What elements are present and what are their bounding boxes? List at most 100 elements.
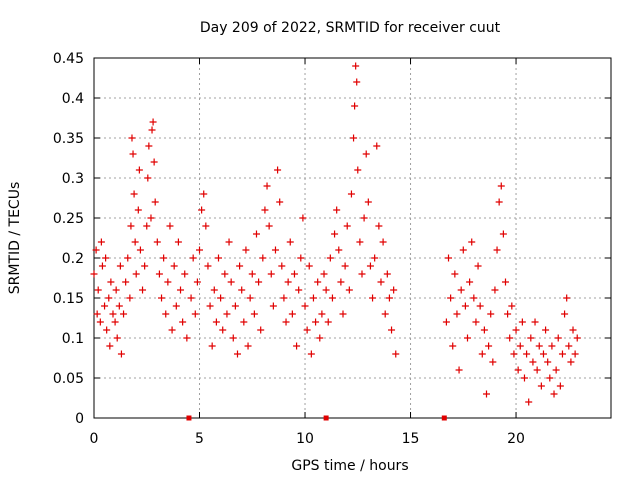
- data-point: [246, 294, 254, 302]
- data-point: [202, 222, 210, 230]
- data-point: [164, 278, 172, 286]
- data-point: [297, 254, 305, 262]
- data-point: [356, 238, 364, 246]
- data-point: [358, 270, 366, 278]
- data-point: [204, 262, 212, 270]
- data-point: [170, 262, 178, 270]
- data-point: [354, 166, 362, 174]
- data-point: [276, 198, 284, 206]
- chart-title: Day 209 of 2022, SRMTID for receiver cuu…: [200, 20, 501, 36]
- data-point: [476, 302, 484, 310]
- data-point: [101, 302, 109, 310]
- data-point: [351, 102, 359, 110]
- data-point: [179, 318, 187, 326]
- data-point: [90, 270, 98, 278]
- data-point: [388, 326, 396, 334]
- data-point: [115, 302, 123, 310]
- y-axis-label: SRMTID / TECUs: [7, 182, 23, 295]
- data-point: [470, 294, 478, 302]
- data-point: [274, 166, 282, 174]
- data-point: [113, 334, 121, 342]
- data-point: [383, 270, 391, 278]
- data-point: [94, 286, 102, 294]
- data-point: [360, 214, 368, 222]
- data-point: [129, 150, 137, 158]
- y-tick-label: 0.45: [53, 51, 84, 67]
- data-point: [373, 142, 381, 150]
- data-point: [518, 318, 526, 326]
- data-point: [499, 230, 507, 238]
- data-point: [514, 366, 522, 374]
- data-point: [131, 238, 139, 246]
- data-point: [284, 278, 292, 286]
- data-point: [461, 302, 469, 310]
- y-tick-label: 0.1: [62, 331, 84, 347]
- data-point: [227, 278, 235, 286]
- data-point: [533, 366, 541, 374]
- y-tick-label: 0.35: [53, 131, 84, 147]
- data-point: [126, 294, 134, 302]
- data-point: [535, 342, 543, 350]
- data-point: [303, 326, 311, 334]
- zero-marker: [186, 415, 192, 421]
- data-point: [290, 270, 298, 278]
- x-tick-label: 5: [195, 431, 204, 447]
- data-point: [478, 350, 486, 358]
- data-point: [280, 294, 288, 302]
- data-point: [191, 310, 199, 318]
- data-point: [347, 190, 355, 198]
- data-point: [453, 310, 461, 318]
- data-point: [510, 350, 518, 358]
- data-point: [353, 78, 361, 86]
- data-point: [278, 262, 286, 270]
- data-point: [271, 246, 279, 254]
- data-point: [269, 302, 277, 310]
- data-point: [550, 390, 558, 398]
- data-point: [111, 318, 119, 326]
- zero-marker: [441, 415, 447, 421]
- data-point: [331, 230, 339, 238]
- data-point: [106, 342, 114, 350]
- data-point: [565, 342, 573, 350]
- data-point: [263, 182, 271, 190]
- data-point: [147, 214, 155, 222]
- data-point: [132, 270, 140, 278]
- data-point: [219, 326, 227, 334]
- data-point: [240, 318, 248, 326]
- data-point: [442, 318, 450, 326]
- data-point: [136, 246, 144, 254]
- data-point: [288, 310, 296, 318]
- data-point: [350, 134, 358, 142]
- data-point: [177, 286, 185, 294]
- data-point: [141, 262, 149, 270]
- data-point: [379, 238, 387, 246]
- x-tick-label: 0: [90, 431, 99, 447]
- data-point: [512, 326, 520, 334]
- data-point: [501, 278, 509, 286]
- data-point: [390, 286, 398, 294]
- data-point: [215, 254, 223, 262]
- data-point: [233, 350, 241, 358]
- data-point: [567, 358, 575, 366]
- data-point: [255, 278, 263, 286]
- data-point: [544, 358, 552, 366]
- data-point: [525, 398, 533, 406]
- data-point: [337, 278, 345, 286]
- y-tick-label: 0.3: [62, 171, 84, 187]
- data-point: [539, 350, 547, 358]
- data-point: [371, 254, 379, 262]
- data-point: [345, 286, 353, 294]
- data-point: [98, 262, 106, 270]
- data-point: [341, 262, 349, 270]
- data-point: [128, 134, 136, 142]
- data-point: [145, 142, 153, 150]
- data-point: [328, 294, 336, 302]
- data-point: [464, 334, 472, 342]
- data-point: [172, 302, 180, 310]
- data-point: [135, 166, 143, 174]
- data-point: [102, 254, 110, 262]
- data-point: [314, 278, 322, 286]
- data-point: [286, 238, 294, 246]
- data-point: [537, 382, 545, 390]
- data-point: [168, 326, 176, 334]
